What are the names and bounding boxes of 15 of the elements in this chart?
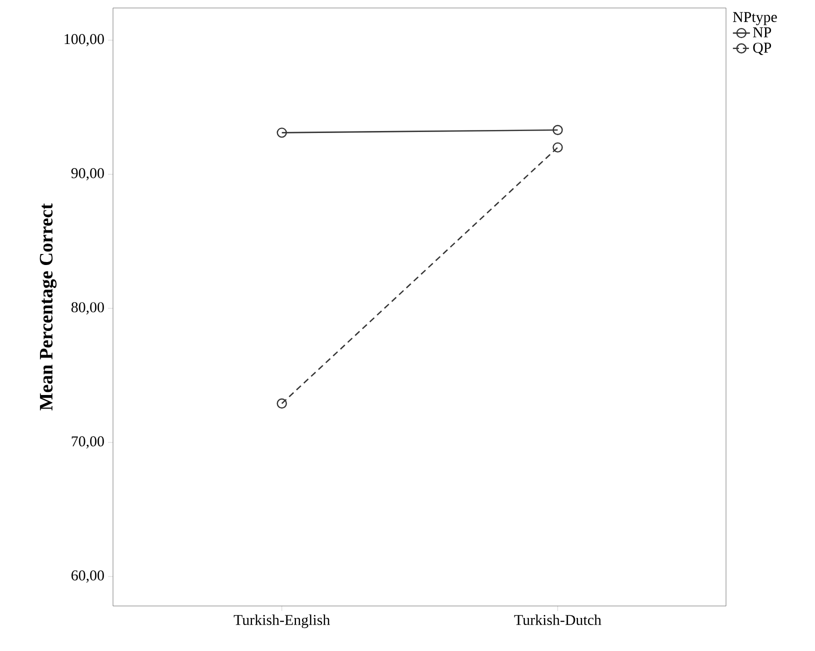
point xyxy=(552,142,563,153)
point xyxy=(276,128,287,138)
y-axis-title: Mean Percentage Correct xyxy=(40,203,57,410)
y-tick-label: 90,00 xyxy=(71,168,104,180)
x-tick-label: Turkish-Dutch xyxy=(514,614,602,626)
y-tick-label: 60,00 xyxy=(72,570,104,583)
x-tick-label: Turkish-English xyxy=(234,614,330,628)
y-tick-label: 80,00 xyxy=(71,302,104,314)
point xyxy=(276,398,287,409)
point xyxy=(552,124,563,136)
legend-label: NP xyxy=(753,27,772,38)
y-tick-label: 70,00 xyxy=(72,436,104,449)
legend-title: NPtype xyxy=(733,12,777,26)
legend-label: QP xyxy=(753,42,772,56)
y-tick-label: 100,00 xyxy=(64,34,104,46)
